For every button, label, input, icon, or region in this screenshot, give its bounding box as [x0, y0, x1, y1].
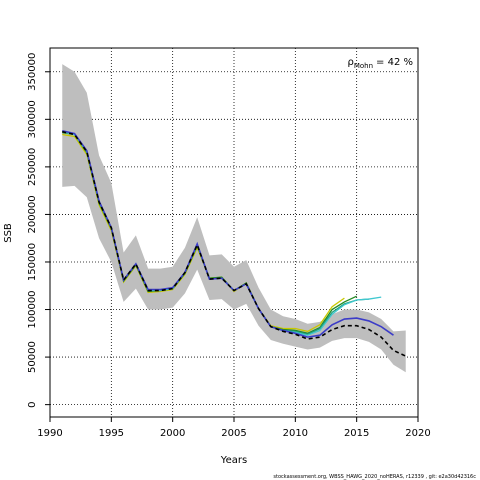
rho-sub: Mohn [354, 62, 373, 70]
y-tick-label: 250000 [27, 148, 38, 186]
confidence-band [62, 64, 406, 373]
y-tick-label: 150000 [27, 243, 38, 281]
x-tick-label: 1995 [99, 428, 124, 439]
annotation: ρMohn = 42 % [347, 57, 413, 70]
x-tick-label: 1990 [37, 428, 62, 439]
y-tick-label: 0 [27, 401, 38, 407]
y-tick-label: 300000 [27, 100, 38, 138]
x-tick-label: 2015 [344, 428, 369, 439]
x-tick-label: 2010 [283, 428, 308, 439]
y-tick-label: 200000 [27, 195, 38, 233]
y-tick-label: 100000 [27, 290, 38, 328]
x-tick-label: 2020 [405, 428, 430, 439]
y-tick-label: 50000 [27, 341, 38, 373]
x-tick-label: 2005 [221, 428, 246, 439]
x-axis-label: Years [220, 455, 247, 466]
footnote: stockassessment.org, WBSS_HAWG_2020_noHE… [273, 474, 476, 480]
series-line [62, 130, 407, 357]
y-tick-label: 350000 [27, 53, 38, 91]
rho-value: = 42 % [376, 57, 413, 68]
y-axis-label: SSB [3, 223, 14, 243]
rho: ρ [347, 57, 353, 68]
x-tick-label: 2000 [160, 428, 185, 439]
